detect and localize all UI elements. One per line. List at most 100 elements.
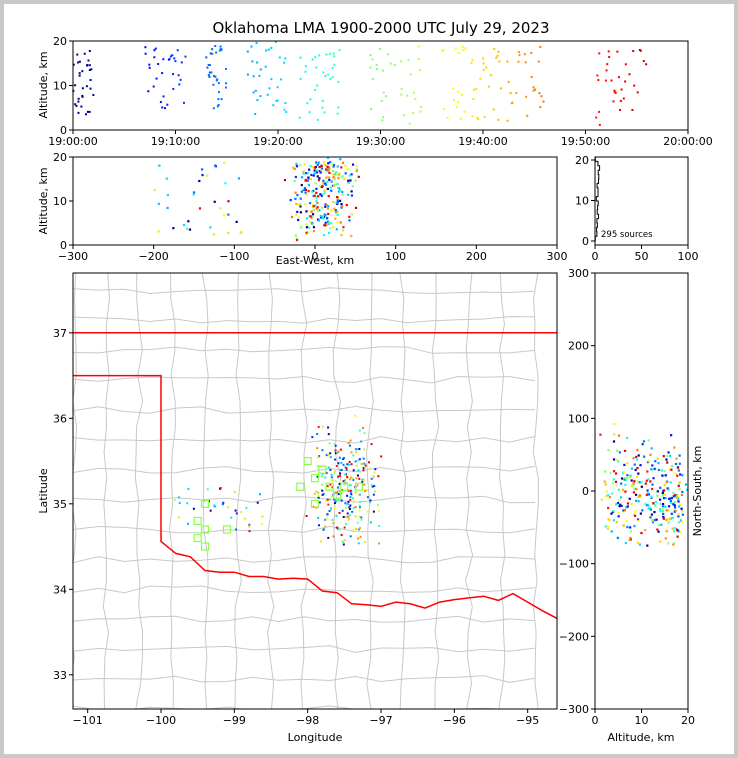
ew-height-point: [315, 191, 318, 194]
ns-height-point: [636, 475, 639, 478]
ns-height-point: [676, 494, 679, 498]
county-line: [73, 525, 536, 534]
plan-view-point: [363, 448, 366, 451]
plan-view-point: [354, 506, 357, 509]
ew-height-point: [304, 202, 307, 206]
ns-height-point: [664, 505, 667, 508]
time-height-point: [473, 88, 476, 91]
county-line: [366, 273, 374, 709]
ns-height-point: [633, 480, 636, 483]
time-height-point: [523, 53, 526, 56]
ew-height-point: [332, 184, 335, 187]
time-height-point: [607, 50, 610, 53]
county-line: [234, 273, 242, 709]
time-height-point: [215, 51, 218, 54]
plan-view-point: [360, 516, 363, 519]
plan-view-point: [349, 498, 352, 501]
ew-height-point: [319, 214, 322, 218]
ew-height-point: [157, 230, 160, 233]
ew-height-point: [305, 193, 308, 196]
ew-height-point: [355, 168, 359, 171]
ns-height-point: [657, 462, 660, 465]
ns-height-point: [660, 469, 663, 472]
time-height-point: [180, 61, 183, 64]
ew-height-point: [302, 172, 305, 175]
ew-height-point: [324, 183, 328, 186]
plan-view-points: [173, 414, 383, 546]
ns-height-point: [650, 513, 653, 516]
ns-height-point: [663, 483, 666, 487]
plan-view-point: [367, 461, 370, 464]
ns-height-point: [641, 443, 644, 446]
ew-height-point: [346, 167, 349, 171]
plan-view-xtick-label: −95: [516, 714, 539, 727]
ew-height-point: [324, 164, 327, 167]
plan-view-point: [372, 493, 375, 496]
time-height-point: [154, 47, 157, 50]
time-height-point: [403, 114, 406, 117]
plan-view-point: [356, 484, 359, 487]
plan-view-point: [349, 484, 352, 487]
ew-height-point: [186, 227, 189, 230]
ns-height-point: [677, 484, 680, 487]
plan-view-point: [366, 510, 369, 513]
plan-view-point: [245, 506, 248, 509]
ns-height-point: [672, 491, 675, 494]
county-line: [73, 585, 536, 594]
ns-height-point: [673, 506, 677, 509]
plan-view-point: [311, 435, 314, 438]
ew-height-point: [309, 164, 312, 168]
ew-height-point: [302, 189, 305, 192]
plan-view-point: [355, 477, 358, 480]
time-height-point: [446, 116, 449, 119]
ew-height-point: [329, 186, 332, 189]
histogram-ytick-label: 10: [575, 195, 589, 208]
time-height-point: [72, 63, 75, 66]
ns-height-point: [651, 518, 654, 522]
ew-height-point: [310, 210, 313, 213]
time-height-point: [176, 49, 179, 52]
ew-height-point: [336, 165, 339, 168]
ns-height-point: [677, 500, 680, 503]
ew-height-point: [311, 190, 314, 193]
ew-height-point: [326, 180, 329, 184]
plan-view-point: [348, 463, 351, 466]
time-height-point: [284, 102, 287, 105]
ew-height-point: [312, 229, 316, 233]
ns-height-point: [619, 503, 622, 506]
plan-view-point: [362, 457, 365, 460]
ns-height-point: [675, 496, 678, 499]
ns-height-point: [616, 536, 619, 539]
time-height-point: [496, 54, 499, 57]
plan-view-point: [358, 504, 361, 507]
ns-height-point: [637, 454, 640, 457]
county-line: [102, 273, 111, 709]
time-height-point: [598, 110, 601, 113]
time-height-point: [329, 77, 332, 80]
plan-view-point: [233, 490, 236, 493]
ns-height-point: [676, 535, 679, 538]
time-height-point: [212, 107, 215, 110]
ns-height-point: [610, 530, 613, 533]
ns-height-point: [632, 457, 635, 460]
ew-height-point: [334, 217, 337, 220]
ew-height-point: [158, 164, 161, 167]
time-height-point: [254, 89, 257, 92]
time-height-point: [83, 52, 86, 55]
ns-height-point: [613, 433, 616, 436]
time-height-point: [381, 119, 384, 122]
plan-view-point: [334, 507, 337, 510]
plan-view-point: [230, 516, 233, 519]
ns-height-point: [661, 505, 665, 508]
time-height-point: [485, 66, 488, 69]
ns-height-point: [664, 537, 667, 540]
ew-height-point: [325, 223, 328, 226]
time-height-point: [162, 58, 165, 61]
ew-height-point: [350, 173, 353, 176]
ew-height-xlabel: East-West, km: [276, 254, 354, 267]
ew-height-xtick-label: −100: [219, 250, 249, 263]
plan-view-point: [321, 425, 324, 428]
ns-height-ytick-label: −300: [559, 703, 589, 716]
plan-view-point: [334, 480, 337, 483]
ew-height-point: [328, 178, 331, 181]
